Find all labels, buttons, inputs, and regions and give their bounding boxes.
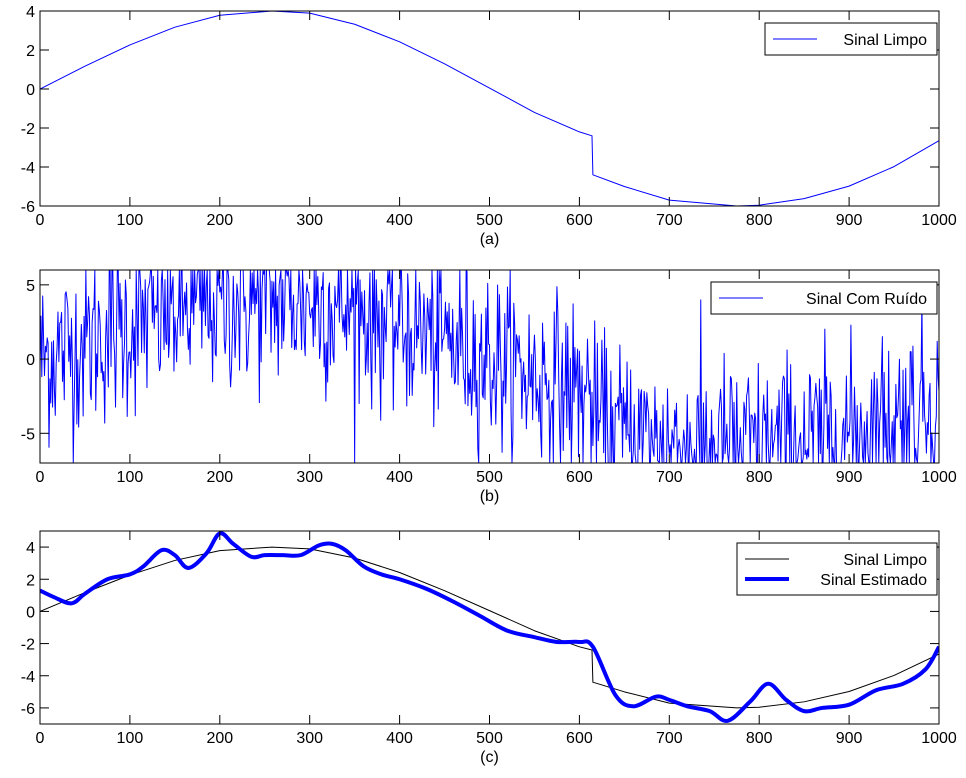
series-line-sinal-com-ru-do [40,270,939,463]
y-tick-label: 2 [26,572,35,589]
y-tick-label: 2 [26,43,35,60]
y-tick-label: -2 [21,121,35,138]
x-tick-label: 400 [386,730,413,747]
y-tick-label: -6 [21,199,35,216]
x-tick-label: 100 [117,730,144,747]
x-axis-label: (b) [480,488,500,505]
legend: Sinal Limpo Sinal Estimado [736,542,938,596]
series-group [40,11,939,206]
y-tick-label: -6 [21,701,35,718]
x-tick-label: 700 [656,212,683,229]
legend-label: Sinal Limpo [843,32,927,49]
x-tick-label: 800 [746,212,773,229]
y-tick-label: 5 [26,278,35,295]
legend-label: Sinal Limpo [843,552,927,569]
x-tick-label: 100 [117,212,144,229]
x-tick-label: 900 [836,730,863,747]
series-group [40,531,939,723]
x-tick-label: 500 [476,212,503,229]
legend-label: Sinal Estimado [820,572,927,589]
legend: Sinal Com Ruído [710,281,938,315]
y-tick-label: -5 [21,426,35,443]
x-tick-label: 200 [206,212,233,229]
y-tick-label: -4 [21,160,35,177]
x-tick-label: 700 [656,730,683,747]
panel-b: 0 100 200 300 400 500 600 700 800 900 1000 -5 0 5 (b) S… [21,269,957,505]
x-tick-label: 900 [836,212,863,229]
y-tick-label: 0 [26,604,35,621]
x-axis-label: (a) [480,231,500,248]
x-tick-label: 0 [36,469,45,486]
x-tick-label: 800 [746,730,773,747]
x-tick-label: 300 [296,469,323,486]
x-tick-label: 600 [566,212,593,229]
y-tick-label: -2 [21,637,35,654]
series-group [40,270,939,463]
x-tick-label: 400 [386,469,413,486]
x-tick-label: 400 [386,212,413,229]
x-tick-label: 0 [36,730,45,747]
x-tick-label: 300 [296,730,323,747]
x-tick-label: 600 [566,469,593,486]
x-tick-label: 1000 [921,730,957,747]
panel-a: 0 100 200 300 400 500 600 700 800 900 1000 -6 -4 -2 0 2… [21,4,957,248]
x-tick-label: 500 [476,730,503,747]
x-tick-label: 600 [566,730,593,747]
y-tick-label: -4 [21,669,35,686]
y-tick-label: 0 [26,352,35,369]
series-line-sinal-limpo [40,11,939,206]
x-axis-label: (c) [480,749,499,766]
x-tick-label: 800 [746,469,773,486]
x-tick-label: 500 [476,469,503,486]
legend-box [736,542,938,596]
series-line-sinal-estimado [40,531,939,723]
x-tick-label: 900 [836,469,863,486]
x-tick-label: 0 [36,212,45,229]
legend: Sinal Limpo [764,22,938,56]
y-tick-label: 0 [26,82,35,99]
y-tick-label: 4 [26,540,35,557]
x-tick-label: 1000 [921,212,957,229]
x-tick-label: 200 [206,469,233,486]
x-tick-label: 300 [296,212,323,229]
panel-c: 0 100 200 300 400 500 600 700 800 900 1000 -6 -4 -2 0 2… [21,530,957,766]
x-tick-label: 100 [117,469,144,486]
x-tick-label: 700 [656,469,683,486]
legend-label: Sinal Com Ruído [806,291,927,308]
y-tick-label: 4 [26,4,35,21]
x-tick-label: 1000 [921,469,957,486]
x-tick-label: 200 [206,730,233,747]
